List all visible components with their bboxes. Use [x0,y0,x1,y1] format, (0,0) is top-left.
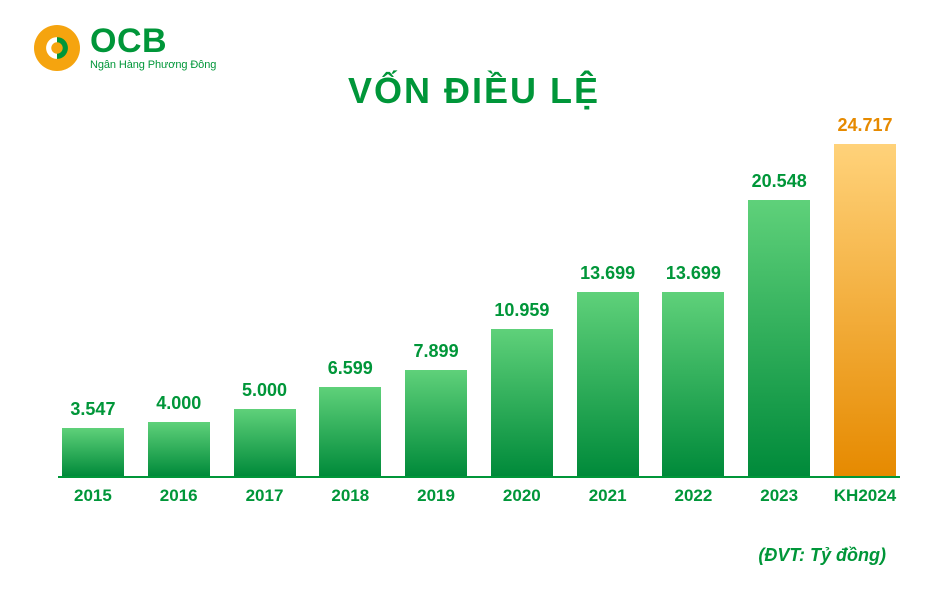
bar-value-label: 5.000 [242,380,287,401]
bar-column: 24.717 [830,115,900,476]
bar-value-label: 24.717 [837,115,892,136]
bar [577,292,639,476]
logo-text: OCB Ngân Hàng Phương Đông [90,24,216,71]
x-axis-label: 2022 [658,486,728,506]
bar-column: 20.548 [744,171,814,476]
bar-value-label: 7.899 [414,341,459,362]
bar-value-label: 4.000 [156,393,201,414]
unit-label: (ĐVT: Tỷ đồng) [758,545,886,566]
bar-value-label: 13.699 [666,263,721,284]
bar-value-label: 20.548 [752,171,807,192]
x-axis-label: 2023 [744,486,814,506]
x-axis-label: 2017 [230,486,300,506]
bar [748,200,810,476]
bar-column: 7.899 [401,341,471,476]
x-axis-line [58,476,900,478]
x-axis-label: 2020 [487,486,557,506]
bar-column: 13.699 [658,263,728,476]
bar [319,387,381,476]
bar-column: 13.699 [573,263,643,476]
bar [234,409,296,476]
x-axis-label: 2016 [144,486,214,506]
logo-main-text: OCB [90,24,216,58]
logo-glyph-icon [44,35,70,61]
x-labels-container: 2015 2016 2017 2018 2019 2020 2021 2022 2023 KH20… [58,480,900,508]
bar-column: 5.000 [230,380,300,476]
bar [148,422,210,476]
logo-circle-icon [34,25,80,71]
x-axis-label: 2019 [401,486,471,506]
bar-value-label: 6.599 [328,358,373,379]
bar-column: 3.547 [58,399,128,476]
x-axis-label: 2018 [315,486,385,506]
bar [62,428,124,476]
x-axis-label: 2021 [573,486,643,506]
bar-column: 10.959 [487,300,557,476]
bar-chart: 3.547 4.000 5.000 6.599 7.899 10.959 13.699 13.… [58,118,900,508]
chart-title: VỐN ĐIỀU LỆ [0,70,948,112]
bars-container: 3.547 4.000 5.000 6.599 7.899 10.959 13.699 13.… [58,120,900,476]
logo: OCB Ngân Hàng Phương Đông [34,24,216,71]
bar-column: 6.599 [315,358,385,476]
bar-column: 4.000 [144,393,214,476]
bar-value-label: 10.959 [494,300,549,321]
bar-value-label: 3.547 [70,399,115,420]
bar-value-label: 13.699 [580,263,635,284]
bar [491,329,553,476]
x-axis-label: 2015 [58,486,128,506]
bar [405,370,467,476]
bar [834,144,896,476]
bar [662,292,724,476]
x-axis-label: KH2024 [830,486,900,506]
